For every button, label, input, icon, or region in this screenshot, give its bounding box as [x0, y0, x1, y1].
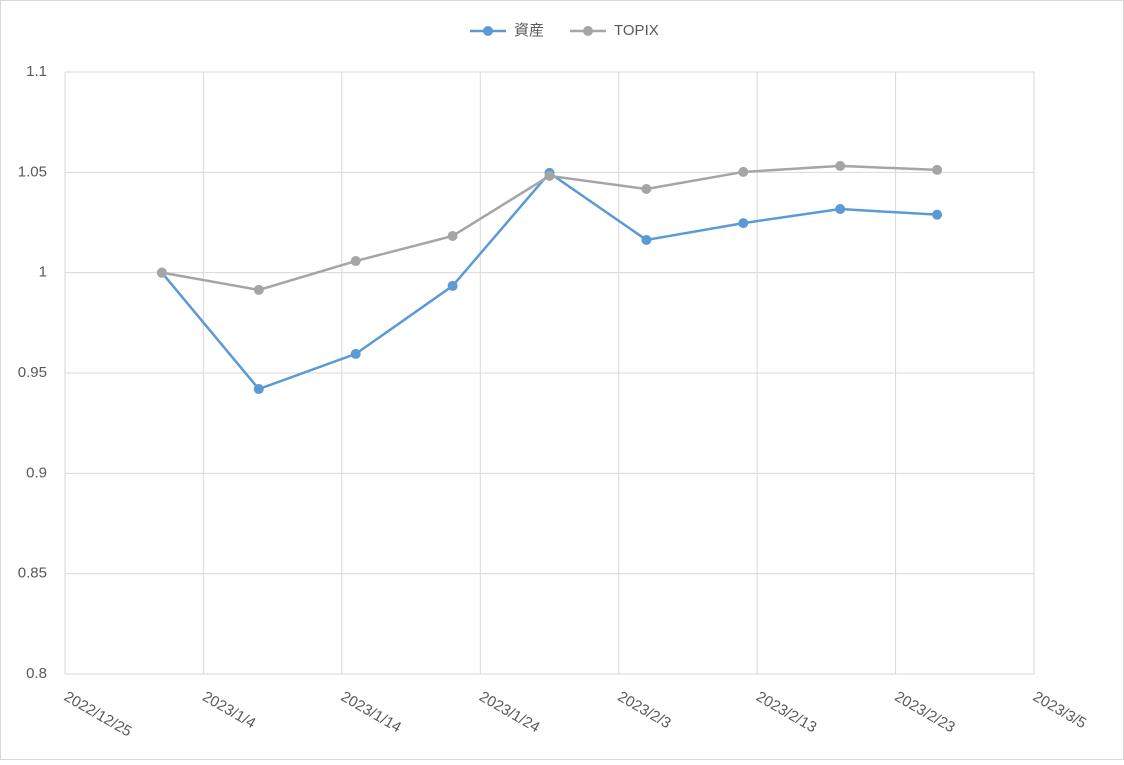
legend-label: TOPIX [614, 22, 659, 39]
data-point [156, 267, 167, 278]
data-point [447, 230, 458, 241]
data-point [641, 234, 652, 245]
y-tick-label: 0.85 [18, 565, 47, 582]
legend-marker [483, 26, 493, 36]
data-point [350, 348, 361, 359]
data-point [447, 280, 458, 291]
data-point [641, 183, 652, 194]
y-tick-label: 1.05 [18, 163, 47, 180]
data-point [835, 160, 846, 171]
y-tick-label: 0.9 [26, 464, 47, 481]
y-tick-label: 0.95 [18, 364, 47, 381]
data-point [932, 209, 943, 220]
data-point [835, 204, 846, 215]
data-point [350, 256, 361, 267]
data-point [544, 170, 555, 181]
legend-marker [583, 26, 593, 36]
y-tick-label: 1 [39, 264, 47, 281]
y-tick-label: 0.8 [26, 665, 47, 682]
data-point [738, 166, 749, 177]
data-point [253, 384, 264, 395]
legend-label: 資産 [514, 22, 544, 39]
data-point [932, 164, 943, 175]
y-tick-label: 1.1 [26, 63, 47, 80]
data-point [253, 284, 264, 295]
data-point [738, 218, 749, 229]
